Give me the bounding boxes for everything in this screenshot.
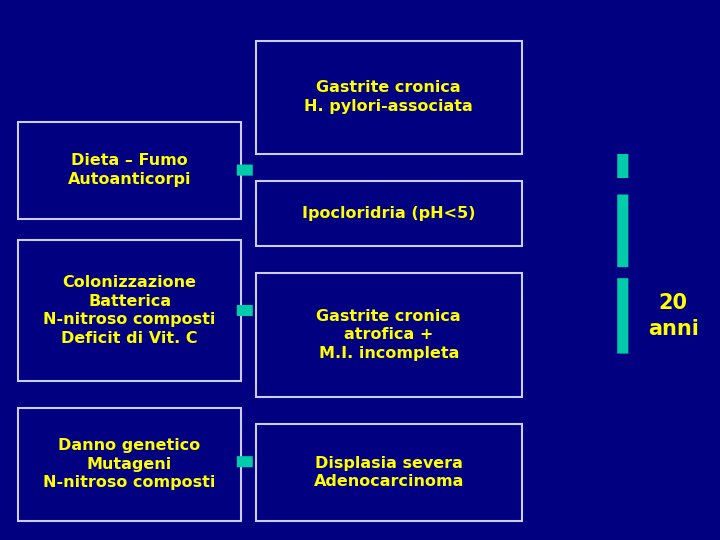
FancyBboxPatch shape	[18, 408, 241, 521]
Text: Ipocloridria (pH<5): Ipocloridria (pH<5)	[302, 206, 475, 221]
Text: Gastrite cronica
H. pylori-associata: Gastrite cronica H. pylori-associata	[305, 80, 473, 114]
Text: Dieta – Fumo
Autoanticorpi: Dieta – Fumo Autoanticorpi	[68, 153, 192, 187]
Text: Gastrite cronica
atrofica +
M.I. incompleta: Gastrite cronica atrofica + M.I. incompl…	[317, 309, 461, 361]
Text: 20
anni: 20 anni	[648, 293, 698, 339]
FancyBboxPatch shape	[256, 273, 522, 397]
FancyBboxPatch shape	[18, 240, 241, 381]
FancyBboxPatch shape	[256, 181, 522, 246]
FancyBboxPatch shape	[18, 122, 241, 219]
Text: Colonizzazione
Batterica
N-nitroso composti
Deficit di Vit. C: Colonizzazione Batterica N-nitroso compo…	[43, 275, 216, 346]
FancyBboxPatch shape	[256, 424, 522, 521]
FancyBboxPatch shape	[256, 40, 522, 154]
Text: Displasia severa
Adenocarcinoma: Displasia severa Adenocarcinoma	[314, 456, 464, 489]
Text: Danno genetico
Mutageni
N-nitroso composti: Danno genetico Mutageni N-nitroso compos…	[43, 438, 216, 490]
